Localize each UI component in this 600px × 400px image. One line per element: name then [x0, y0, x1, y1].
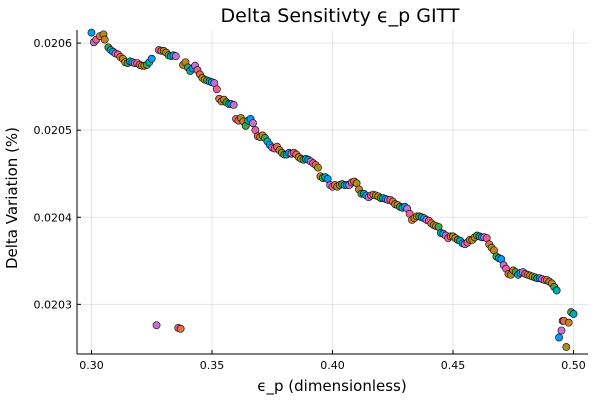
data-point [569, 310, 578, 318]
data-point [176, 324, 185, 333]
x-tick-label-0: 0.30 [79, 359, 104, 372]
tick-labels: 0.30 0.35 0.40 0.45 0.50 0.0203 0.0204 0.0205 0.… [34, 37, 586, 372]
data-point [212, 85, 221, 94]
data-point [171, 52, 180, 61]
data-point [152, 321, 161, 330]
axes [76, 30, 588, 355]
x-tick-label-2: 0.40 [320, 359, 345, 372]
data-point [314, 163, 322, 172]
data-point [555, 333, 563, 342]
x-tick-label-3: 0.45 [441, 359, 466, 372]
data-point [552, 286, 561, 295]
data-point [147, 54, 156, 63]
y-axis-label: Delta Variation (%) [3, 127, 21, 269]
y-tick-label-2: 0.0205 [34, 124, 73, 137]
data-point [100, 35, 109, 44]
data-point [229, 101, 238, 109]
x-tick-label-1: 0.35 [200, 359, 225, 372]
data-point [87, 28, 96, 37]
y-tick-label-3: 0.0206 [34, 37, 73, 50]
y-tick-label-0: 0.0203 [34, 298, 73, 311]
data-point [562, 343, 571, 351]
y-tick-label-1: 0.0204 [34, 211, 73, 224]
data-points [87, 28, 578, 351]
data-point [249, 119, 257, 128]
chart-title: Delta Sensitivty ϵ_p GITT [221, 5, 460, 27]
x-axis-label: ϵ_p (dimensionless) [257, 377, 406, 396]
data-point [564, 318, 573, 327]
x-tick-label-4: 0.50 [561, 359, 586, 372]
data-point [557, 326, 566, 335]
